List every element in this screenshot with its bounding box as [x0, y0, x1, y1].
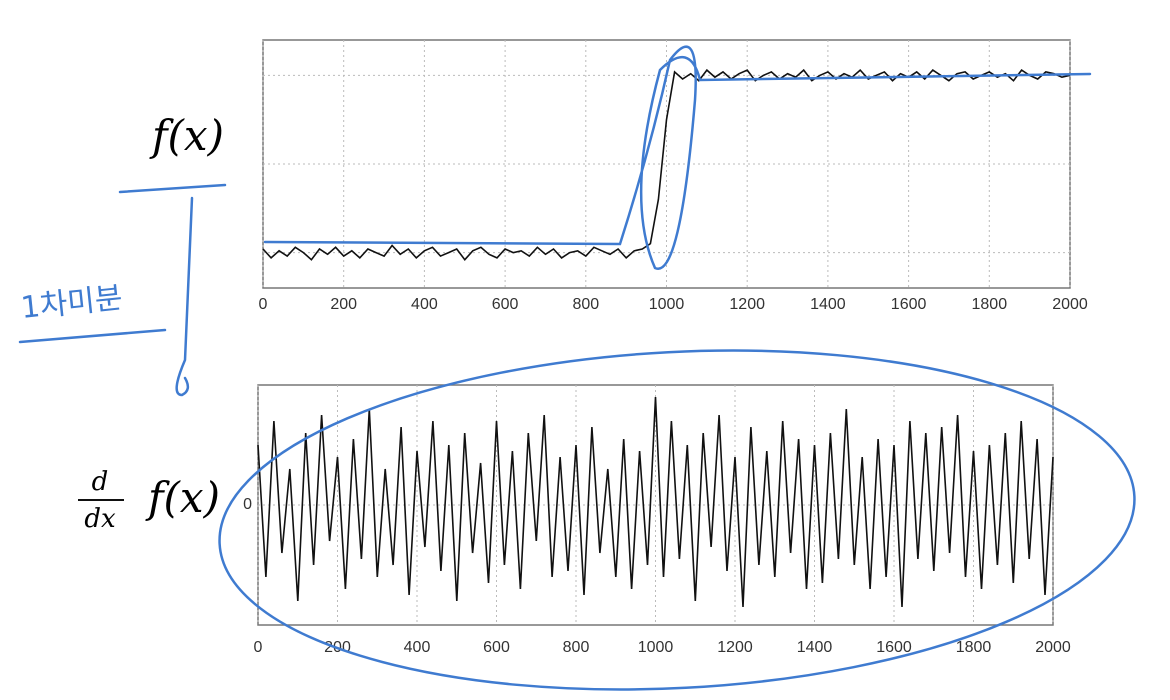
- x-tick-label: 1800: [972, 296, 1008, 313]
- x-tick-label: 1400: [810, 296, 846, 313]
- x-tick-label: 1200: [717, 639, 753, 656]
- handwritten-bracket: [175, 196, 194, 397]
- x-tick-label: 800: [572, 296, 599, 313]
- handwritten-underline: [18, 328, 167, 344]
- y-label: f(x): [149, 111, 224, 160]
- handwritten-note: 1차미분: [19, 280, 124, 325]
- x-tick-label: 1400: [797, 639, 833, 656]
- handwritten-trace: [263, 45, 1092, 270]
- handwritten-underline: [118, 183, 227, 194]
- x-tick-label: 400: [404, 639, 431, 656]
- handwritten-ellipse: [218, 349, 1136, 691]
- x-tick-label: 600: [492, 296, 519, 313]
- x-tick-label: 800: [563, 639, 590, 656]
- y-label-denominator: dx: [84, 504, 116, 534]
- x-tick-label: 1200: [729, 296, 765, 313]
- data-line: [262, 68, 1071, 261]
- x-tick-label: 1600: [876, 639, 912, 656]
- x-tick-label: 2000: [1052, 296, 1088, 313]
- y-label-numerator: d: [92, 467, 109, 497]
- x-tick-label: 1000: [638, 639, 674, 656]
- x-tick-label: 0: [259, 296, 268, 313]
- x-tick-label: 1800: [956, 639, 992, 656]
- x-tick-label: 1000: [649, 296, 685, 313]
- x-tick-label: 400: [411, 296, 438, 313]
- data-line: [257, 396, 1054, 608]
- x-tick-label: 200: [330, 296, 357, 313]
- x-tick-label: 600: [483, 639, 510, 656]
- x-tick-label: 0: [254, 639, 263, 656]
- y-tick-label: 0: [243, 496, 252, 513]
- x-tick-label: 2000: [1035, 639, 1071, 656]
- y-label: f(x): [145, 473, 220, 522]
- x-tick-label: 1600: [891, 296, 927, 313]
